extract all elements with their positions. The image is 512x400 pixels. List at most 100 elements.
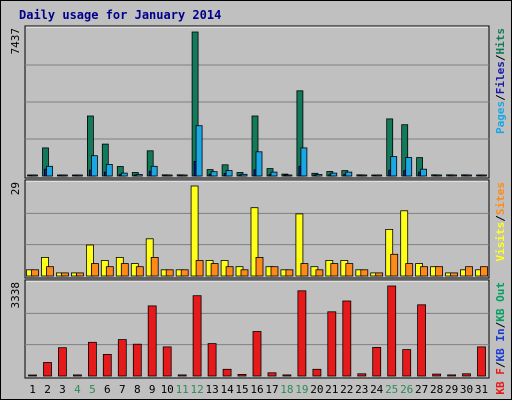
bar-sites-day-5 (91, 263, 99, 277)
bar-sites-day-31 (480, 266, 488, 277)
x-tick-label-day-18: 18 (280, 383, 293, 396)
x-tick-label-day-13: 13 (205, 383, 218, 396)
x-tick-label-day-4: 4 (74, 383, 81, 396)
chart-title: Daily usage for January 2014 (19, 8, 222, 22)
bar-pages-day-20 (315, 174, 323, 177)
x-tick-label-day-2: 2 (44, 383, 51, 396)
bar-pages-day-24 (375, 174, 383, 177)
bar-kb_f-day-3 (58, 347, 67, 377)
x-tick-label-day-6: 6 (104, 383, 111, 396)
bar-pages-day-1 (31, 174, 38, 177)
bar-sites-day-25 (390, 253, 399, 277)
bar-sites-day-12 (195, 260, 204, 277)
bar-sites-day-8 (135, 266, 144, 277)
max-label-hits-files-pages: 7437 (9, 28, 22, 55)
legend-entry: / (494, 215, 507, 222)
bar-pages-day-19 (300, 147, 308, 177)
bar-sites-day-23 (360, 269, 369, 277)
x-tick-label-day-27: 27 (415, 383, 428, 396)
bar-pages-day-22 (345, 171, 353, 177)
legend-entry: Files (494, 61, 507, 94)
bar-kb_f-day-11 (177, 374, 187, 377)
legend-entry: / (494, 321, 507, 328)
bar-kb_f-day-24 (372, 346, 382, 377)
bar-kb_f-day-29 (447, 374, 457, 377)
bar-visits-day-12 (190, 185, 199, 277)
bar-sites-day-19 (300, 263, 309, 277)
bar-sites-day-30 (465, 266, 473, 277)
bar-kb_f-day-10 (162, 346, 172, 377)
x-tick-label-day-16: 16 (250, 383, 263, 396)
bar-pages-day-10 (165, 174, 173, 177)
bar-pages-day-7 (120, 172, 128, 177)
bar-kb_f-day-2 (43, 362, 52, 377)
x-tick-label-day-29: 29 (445, 383, 458, 396)
bar-sites-day-18 (285, 269, 294, 277)
bar-kb_f-day-22 (342, 300, 352, 377)
bar-pages-day-23 (360, 174, 368, 177)
bar-pages-day-13 (210, 171, 218, 177)
bar-sites-day-16 (255, 256, 264, 277)
x-tick-label-day-1: 1 (29, 383, 36, 396)
legend-entry: KB Out (494, 282, 507, 322)
bar-kb_f-day-25 (387, 285, 397, 377)
x-tick-label-day-7: 7 (119, 383, 126, 396)
bar-sites-day-10 (165, 269, 174, 277)
x-tick-label-day-9: 9 (149, 383, 156, 396)
bar-kb_f-day-15 (237, 373, 247, 377)
bar-visits-day-5 (86, 244, 94, 277)
bar-kb_f-day-17 (267, 372, 277, 377)
x-tick-label-day-23: 23 (355, 383, 368, 396)
legend-entry: Hits (494, 28, 507, 55)
bar-sites-day-1 (31, 269, 39, 277)
legend-entry: KB In (494, 328, 507, 361)
bar-kb_f-day-6 (102, 353, 112, 377)
bar-kb_f-day-27 (417, 304, 427, 377)
bar-pages-day-12 (195, 125, 203, 177)
bar-sites-day-21 (330, 263, 339, 277)
bar-pages-day-9 (150, 165, 158, 177)
bar-sites-day-9 (150, 256, 159, 277)
bar-pages-day-11 (180, 174, 188, 177)
x-tick-label-day-19: 19 (295, 383, 308, 396)
bar-visits-day-26 (400, 210, 409, 277)
bar-sites-day-6 (105, 266, 114, 277)
bar-kb_f-day-19 (297, 290, 307, 377)
bar-sites-day-24 (375, 272, 384, 277)
bar-pages-day-2 (46, 165, 53, 177)
x-tick-label-day-3: 3 (59, 383, 66, 396)
bar-pages-day-3 (61, 174, 68, 177)
bar-sites-day-27 (420, 266, 429, 277)
bar-pages-day-26 (405, 157, 413, 177)
legend-kbytes: KB F/KB In/KB Out (494, 282, 507, 395)
bar-pages-day-30 (465, 174, 472, 177)
x-tick-label-day-10: 10 (161, 383, 174, 396)
bar-kb_f-day-13 (207, 343, 217, 377)
bar-kb_f-day-12 (192, 295, 202, 377)
x-tick-label-day-22: 22 (340, 383, 353, 396)
bar-pages-day-4 (76, 174, 83, 177)
bar-sites-day-28 (435, 266, 444, 277)
x-tick-label-day-24: 24 (370, 383, 384, 396)
x-tick-label-day-17: 17 (265, 383, 278, 396)
bar-pages-day-14 (225, 170, 233, 177)
legend-entry: / (494, 94, 507, 101)
max-label-kbytes: 3338 (9, 282, 22, 309)
bar-kb_f-day-16 (252, 331, 262, 377)
bar-sites-day-29 (450, 272, 459, 277)
bar-kb_f-day-4 (73, 374, 82, 377)
x-tick-label-day-28: 28 (430, 383, 443, 396)
bar-pages-day-5 (91, 155, 98, 177)
bar-pages-day-27 (420, 168, 428, 177)
bar-sites-day-26 (405, 263, 414, 277)
bar-kb_f-day-18 (282, 374, 292, 377)
x-tick-label-day-5: 5 (89, 383, 96, 396)
bar-pages-day-16 (255, 151, 263, 177)
legend-entry: / (494, 54, 507, 61)
bar-pages-day-18 (285, 174, 293, 177)
bar-kb_f-day-5 (88, 341, 97, 377)
bar-pages-day-8 (135, 174, 143, 177)
x-tick-label-day-25: 25 (385, 383, 398, 396)
bar-sites-day-22 (345, 263, 354, 277)
